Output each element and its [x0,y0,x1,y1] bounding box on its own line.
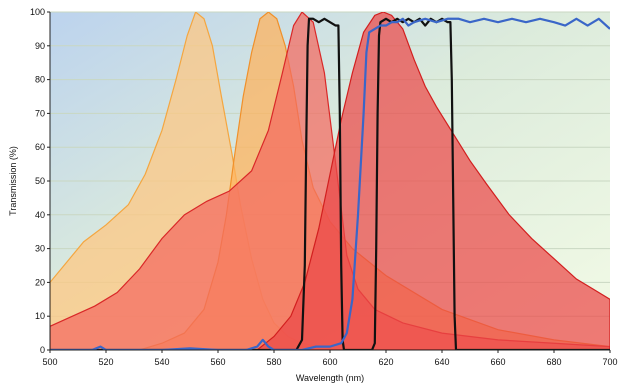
y-tick-label: 80 [35,75,45,85]
x-axis-title: Wavelength (nm) [296,373,364,383]
y-axis-title: Transmission (%) [8,146,18,216]
spectrum-area-4 [256,12,610,350]
y-tick-label: 70 [35,108,45,118]
y-tick-label: 90 [35,41,45,51]
y-tick-label: 40 [35,210,45,220]
x-tick-label: 620 [378,357,393,367]
x-tick-label: 580 [266,357,281,367]
y-tick-label: 20 [35,277,45,287]
x-tick-label: 560 [210,357,225,367]
y-tick-label: 100 [30,7,45,17]
y-tick-label: 0 [40,345,45,355]
y-tick-label: 60 [35,142,45,152]
x-tick-label: 660 [490,357,505,367]
x-tick-label: 680 [546,357,561,367]
x-tick-label: 600 [322,357,337,367]
y-tick-label: 50 [35,176,45,186]
spectrum-line-6 [50,17,610,350]
y-tick-label: 10 [35,311,45,321]
axes: 0 10 20 30 40 50 60 70 80 90 100 500 520 540 560 580 600… [30,7,618,367]
x-tick-label: 540 [154,357,169,367]
x-tick-label: 500 [42,357,57,367]
x-tick-label: 700 [602,357,617,367]
x-tick-label: 640 [434,357,449,367]
x-tick-label: 520 [98,357,113,367]
series-layer [50,12,610,350]
y-tick-label: 30 [35,244,45,254]
